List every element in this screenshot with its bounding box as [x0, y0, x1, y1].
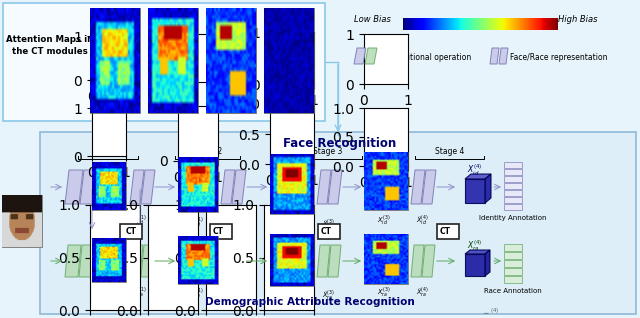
FancyBboxPatch shape [504, 204, 522, 210]
Text: Stage 3: Stage 3 [314, 148, 342, 156]
Polygon shape [232, 245, 245, 277]
Polygon shape [130, 245, 143, 277]
Polygon shape [221, 245, 234, 277]
Text: $X_{ra}^{(2)}$: $X_{ra}^{(2)}$ [284, 289, 297, 303]
Polygon shape [465, 179, 485, 203]
FancyBboxPatch shape [504, 268, 522, 275]
Text: $\widetilde{X}_{id}^{(4)}$: $\widetilde{X}_{id}^{(4)}$ [417, 214, 429, 228]
Text: Race Annotation: Race Annotation [484, 288, 542, 294]
Polygon shape [328, 170, 342, 204]
Text: CT: CT [440, 227, 451, 237]
FancyBboxPatch shape [504, 176, 522, 182]
Text: CT: CT [321, 227, 332, 237]
Polygon shape [465, 254, 485, 276]
Text: Identity Annotation: Identity Annotation [479, 215, 547, 221]
FancyBboxPatch shape [40, 132, 636, 314]
Text: $X_{ra}^{(1)}$: $X_{ra}^{(1)}$ [133, 286, 147, 300]
Text: $X_{id}^{(3)}$: $X_{id}^{(3)}$ [377, 214, 391, 228]
FancyBboxPatch shape [504, 162, 522, 168]
Text: $\widetilde{X}_{id}^{(3)}$: $\widetilde{X}_{id}^{(3)}$ [323, 218, 335, 232]
Polygon shape [465, 250, 490, 254]
Text: Face/Race representation: Face/Race representation [510, 52, 607, 61]
Text: Attention Maps in: Attention Maps in [6, 36, 93, 45]
FancyBboxPatch shape [504, 252, 522, 259]
Text: Convolutional operation: Convolutional operation [379, 52, 471, 61]
FancyBboxPatch shape [504, 169, 522, 175]
Polygon shape [232, 170, 246, 204]
Text: Low Bias: Low Bias [354, 16, 391, 24]
Polygon shape [485, 250, 490, 276]
FancyBboxPatch shape [210, 224, 232, 239]
Text: $\widetilde{X}_{ra}^{(4)}$: $\widetilde{X}_{ra}^{(4)}$ [417, 286, 429, 300]
Polygon shape [354, 48, 366, 64]
Text: CT: CT [125, 227, 136, 237]
Text: $\widetilde{X}_{ra}^{(2)}$: $\widetilde{X}_{ra}^{(2)}$ [227, 287, 239, 301]
Text: $X_{ra}^{(4)}$: $X_{ra}^{(4)}$ [467, 238, 483, 253]
FancyBboxPatch shape [504, 260, 522, 267]
FancyBboxPatch shape [437, 224, 459, 239]
FancyBboxPatch shape [504, 244, 522, 251]
Text: High Bias: High Bias [557, 16, 597, 24]
Polygon shape [80, 170, 98, 204]
FancyBboxPatch shape [504, 197, 522, 203]
Text: the CT modules: the CT modules [12, 47, 88, 57]
Polygon shape [65, 170, 83, 204]
Text: $X_{ra}^{(3)}$: $X_{ra}^{(3)}$ [377, 286, 391, 300]
Text: $\widetilde{X}_{id}^{(2)}$: $\widetilde{X}_{id}^{(2)}$ [227, 216, 239, 230]
Polygon shape [465, 174, 491, 179]
Polygon shape [65, 245, 81, 277]
Polygon shape [490, 48, 499, 64]
Text: $\widetilde{X}_{id}^{(1)}$: $\widetilde{X}_{id}^{(1)}$ [90, 214, 104, 228]
FancyBboxPatch shape [504, 190, 522, 196]
Text: $X_{id}^{(1)}$: $X_{id}^{(1)}$ [190, 216, 204, 230]
Text: Stage 4: Stage 4 [435, 148, 465, 156]
Text: $X_{ra}^{(1)}$: $X_{ra}^{(1)}$ [190, 287, 204, 301]
Text: Stage 1: Stage 1 [93, 148, 123, 156]
Text: $\sim^{(4)}$: $\sim^{(4)}$ [481, 308, 499, 316]
Polygon shape [130, 170, 144, 204]
Polygon shape [317, 170, 331, 204]
FancyBboxPatch shape [3, 3, 325, 121]
Polygon shape [485, 174, 491, 203]
Polygon shape [328, 245, 341, 277]
Text: $\widetilde{X}_{ra}^{(1)}$: $\widetilde{X}_{ra}^{(1)}$ [90, 286, 104, 300]
FancyBboxPatch shape [504, 183, 522, 189]
Text: Stage 2: Stage 2 [193, 148, 223, 156]
Polygon shape [79, 245, 95, 277]
Text: $X_{id}^{(2)}$: $X_{id}^{(2)}$ [284, 218, 297, 232]
Polygon shape [317, 245, 330, 277]
Polygon shape [411, 245, 424, 277]
Polygon shape [499, 48, 508, 64]
Text: Demographic Attribute Recognition: Demographic Attribute Recognition [205, 297, 415, 307]
Polygon shape [422, 245, 435, 277]
Text: $\widetilde{X}_{ra}^{(3)}$: $\widetilde{X}_{ra}^{(3)}$ [323, 289, 335, 303]
Text: $X_{id}^{(1)}$: $X_{id}^{(1)}$ [133, 214, 147, 228]
Text: CT: CT [212, 227, 223, 237]
Polygon shape [411, 170, 425, 204]
Polygon shape [221, 170, 235, 204]
FancyBboxPatch shape [318, 224, 340, 239]
Polygon shape [365, 48, 377, 64]
Polygon shape [141, 170, 155, 204]
FancyBboxPatch shape [120, 224, 142, 239]
Text: $X_{id}^{(4)}$: $X_{id}^{(4)}$ [467, 162, 483, 178]
Polygon shape [422, 170, 436, 204]
FancyBboxPatch shape [504, 276, 522, 283]
Text: Face Recognition: Face Recognition [284, 137, 397, 150]
Polygon shape [141, 245, 154, 277]
